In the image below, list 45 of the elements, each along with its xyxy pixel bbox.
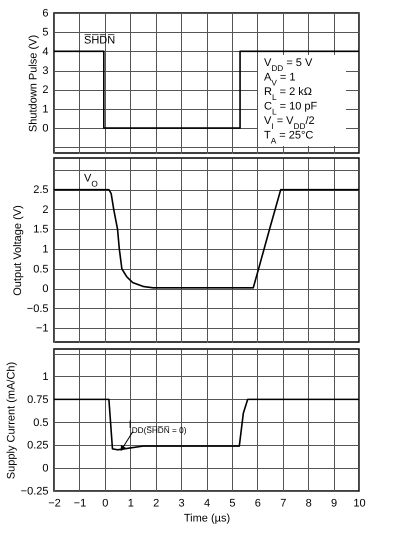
x-tick-label: 9 bbox=[331, 498, 338, 510]
y-tick-label: 0.25 bbox=[27, 440, 48, 452]
x-tick-label: −1 bbox=[74, 498, 86, 510]
annotation: A$_{V}$ = 1 bbox=[264, 72, 296, 87]
y-tick-label: 1 bbox=[42, 103, 48, 116]
y-axis-title: Shutdown Pulse (V) bbox=[27, 34, 40, 132]
y-tick-label: 2 bbox=[42, 84, 48, 96]
annotation: C$_{L}$ = 10 pF bbox=[264, 100, 318, 116]
annotation: V$_{DD}$ = 5 V bbox=[264, 57, 313, 72]
x-tick-label: 2 bbox=[153, 498, 160, 510]
annotation: V$_{I}$ = V$_{DD}$/2 bbox=[264, 115, 315, 130]
y-tick-label: 0.5 bbox=[33, 416, 48, 429]
x-tick-label: 8 bbox=[306, 498, 312, 510]
y-tick-label: 1.5 bbox=[33, 224, 48, 236]
x-tick-label: 3 bbox=[178, 498, 185, 510]
x-tick-label: 4 bbox=[204, 498, 210, 510]
y-tick-label: 5 bbox=[42, 26, 48, 39]
annotation: T$_{A}$ = 25°C bbox=[264, 130, 314, 145]
x-tick-label: 5 bbox=[229, 498, 236, 510]
y-tick-label: 0 bbox=[42, 283, 48, 296]
y-axis-title: Supply Current (mA/Ch) bbox=[6, 362, 18, 480]
y-tick-label: 6 bbox=[42, 8, 48, 20]
y-tick-label: −0.25 bbox=[20, 486, 48, 498]
y-tick-label: −0.5 bbox=[26, 302, 48, 315]
y-tick-label: 2.5 bbox=[33, 184, 48, 196]
x-tick-label: 7 bbox=[280, 498, 286, 510]
y-tick-label: 2 bbox=[42, 204, 48, 216]
x-tick-label: 1 bbox=[128, 498, 134, 510]
y-tick-label: 0 bbox=[42, 462, 48, 475]
x-tick-label: −2 bbox=[48, 498, 61, 510]
y-tick-label: 0 bbox=[42, 122, 48, 135]
x-tick-label: 0 bbox=[102, 498, 108, 510]
y-axis-title: Output Voltage (V) bbox=[12, 205, 24, 296]
y-tick-label: −1 bbox=[36, 322, 48, 335]
y-tick-label: 1 bbox=[42, 244, 48, 256]
series-label: V$_{O}$ bbox=[84, 172, 98, 188]
y-tick-label: 0.5 bbox=[33, 263, 48, 276]
y-tick-label: 0.75 bbox=[27, 394, 48, 406]
x-tick-label: 10 bbox=[353, 498, 366, 510]
y-tick-label: 3 bbox=[42, 65, 48, 78]
annotation: R$_{L}$ = 2 kΩ bbox=[264, 86, 312, 102]
x-axis-title: Time (µs) bbox=[184, 512, 230, 524]
x-tick-label: 6 bbox=[254, 498, 261, 510]
y-tick-label: 1 bbox=[42, 370, 48, 383]
y-tick-label: 4 bbox=[42, 46, 48, 58]
